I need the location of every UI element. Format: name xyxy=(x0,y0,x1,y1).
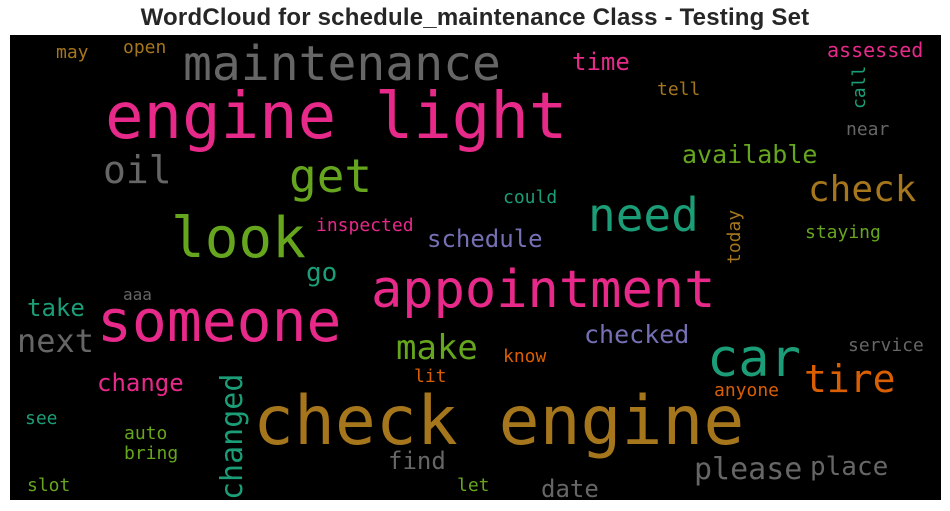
word-cloud: engine light check engine someone appointme… xyxy=(10,35,941,500)
word-could: could xyxy=(503,187,558,208)
word-engine-light: engine light xyxy=(105,80,568,154)
word-today: today xyxy=(724,209,745,264)
word-get: get xyxy=(289,149,373,203)
word-assessed: assessed xyxy=(827,38,924,62)
word-maintenance: maintenance xyxy=(183,36,501,92)
word-bring: bring xyxy=(124,443,179,464)
word-someone: someone xyxy=(97,287,342,355)
word-may: may xyxy=(56,42,89,63)
word-check-engine: check engine xyxy=(253,382,745,461)
word-date: date xyxy=(541,475,599,500)
word-look: look xyxy=(171,206,306,271)
word-lit: lit xyxy=(414,366,447,387)
word-service: service xyxy=(848,335,924,356)
word-open: open xyxy=(123,37,167,58)
word-find: find xyxy=(388,447,446,475)
word-need: need xyxy=(588,188,699,242)
word-see: see xyxy=(25,408,58,429)
word-car: car xyxy=(707,329,801,389)
word-tire: tire xyxy=(804,357,896,401)
word-staying: staying xyxy=(805,222,881,243)
word-tell: tell xyxy=(657,79,701,100)
word-take: take xyxy=(27,294,85,322)
word-aaa: aaa xyxy=(123,285,152,304)
word-check: check xyxy=(808,169,917,210)
word-know: know xyxy=(503,346,547,367)
word-anyone: anyone xyxy=(714,380,780,401)
word-go: go xyxy=(306,258,338,288)
word-checked: checked xyxy=(584,320,690,349)
chart-title: WordCloud for schedule_maintenance Class… xyxy=(140,4,810,31)
word-appointment: appointment xyxy=(371,260,716,320)
word-schedule: schedule xyxy=(427,225,543,253)
word-time: time xyxy=(572,48,630,76)
word-near: near xyxy=(846,119,890,140)
word-make: make xyxy=(396,328,478,368)
word-available: available xyxy=(682,140,818,169)
word-changed: changed xyxy=(215,373,250,500)
word-oil: oil xyxy=(103,148,172,192)
word-next: next xyxy=(17,322,95,360)
word-call: call xyxy=(849,65,870,109)
word-let: let xyxy=(457,475,490,496)
word-please: please xyxy=(694,452,803,487)
word-change: change xyxy=(97,369,184,397)
word-slot: slot xyxy=(27,475,71,496)
word-place: place xyxy=(810,452,889,482)
word-inspected: inspected xyxy=(316,215,414,236)
word-auto: auto xyxy=(124,423,168,444)
